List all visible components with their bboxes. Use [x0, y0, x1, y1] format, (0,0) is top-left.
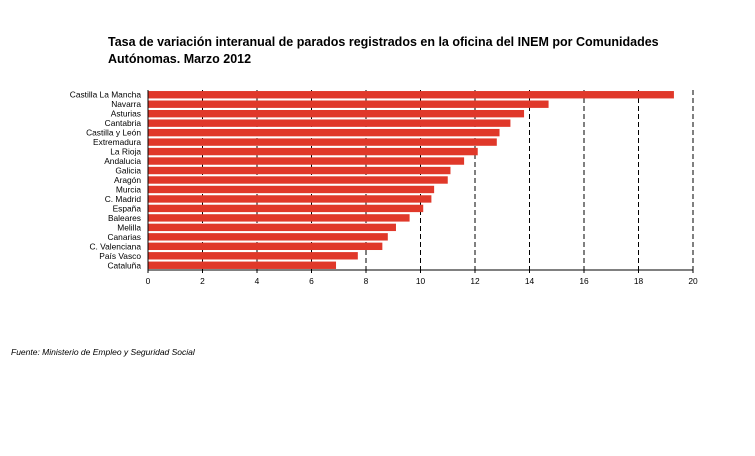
category-label-6: La Rioja — [110, 147, 141, 157]
category-label-0: Castilla La Mancha — [70, 90, 142, 100]
x-tick-label-14: 14 — [525, 276, 535, 286]
category-label-4: Castilla y León — [86, 128, 141, 138]
x-tick-label-20: 20 — [688, 276, 698, 286]
bar-6 — [148, 147, 478, 156]
x-tick-label-16: 16 — [579, 276, 589, 286]
bar-11 — [148, 195, 432, 203]
bar-1 — [148, 100, 549, 108]
category-label-5: Extremadura — [93, 137, 141, 147]
category-label-9: Aragón — [114, 175, 141, 185]
bar-15 — [148, 233, 388, 241]
bar-3 — [148, 119, 511, 127]
category-label-14: Melilla — [117, 222, 141, 232]
category-label-10: Murcia — [116, 184, 141, 194]
category-label-12: España — [113, 203, 142, 213]
x-tick-label-6: 6 — [309, 276, 314, 286]
x-tick-label-10: 10 — [416, 276, 426, 286]
category-label-2: Asturias — [111, 109, 141, 119]
bar-14 — [148, 223, 396, 232]
category-label-1: Navarra — [111, 99, 141, 109]
x-tick-label-2: 2 — [200, 276, 205, 286]
x-tick-label-0: 0 — [146, 276, 151, 286]
category-label-11: C. Madrid — [105, 194, 142, 204]
category-label-16: C. Valenciana — [89, 241, 141, 251]
x-tick-label-8: 8 — [364, 276, 369, 286]
category-label-8: Galicia — [115, 166, 141, 176]
category-label-7: Andalucia — [104, 156, 141, 166]
bar-9 — [148, 176, 448, 184]
bar-2 — [148, 109, 525, 118]
category-label-17: País Vasco — [99, 251, 141, 261]
bar-16 — [148, 242, 383, 251]
x-tick-label-4: 4 — [255, 276, 260, 286]
category-label-13: Baleares — [108, 213, 141, 223]
source-note: Fuente: Ministerio de Empleo y Seguridad… — [11, 347, 195, 357]
bar-8 — [148, 166, 451, 175]
bar-10 — [148, 185, 435, 194]
category-label-18: Cataluña — [107, 260, 141, 270]
chart-title-line-2: Autónomas. Marzo 2012 — [108, 52, 252, 66]
bar-17 — [148, 252, 358, 260]
bar-4 — [148, 128, 500, 137]
chart-title: Tasa de variación interanual de parados … — [108, 34, 708, 68]
bar-12 — [148, 204, 424, 213]
bar-13 — [148, 214, 410, 222]
x-tick-label-18: 18 — [634, 276, 644, 286]
category-label-15: Canarias — [107, 232, 141, 242]
category-label-3: Cantabria — [105, 118, 142, 128]
chart-title-line-1: Tasa de variación interanual de parados … — [108, 35, 659, 49]
x-tick-label-12: 12 — [470, 276, 480, 286]
bar-7 — [148, 157, 465, 165]
bar-5 — [148, 138, 497, 146]
bar-0 — [148, 91, 674, 99]
bar-18 — [148, 261, 337, 269]
